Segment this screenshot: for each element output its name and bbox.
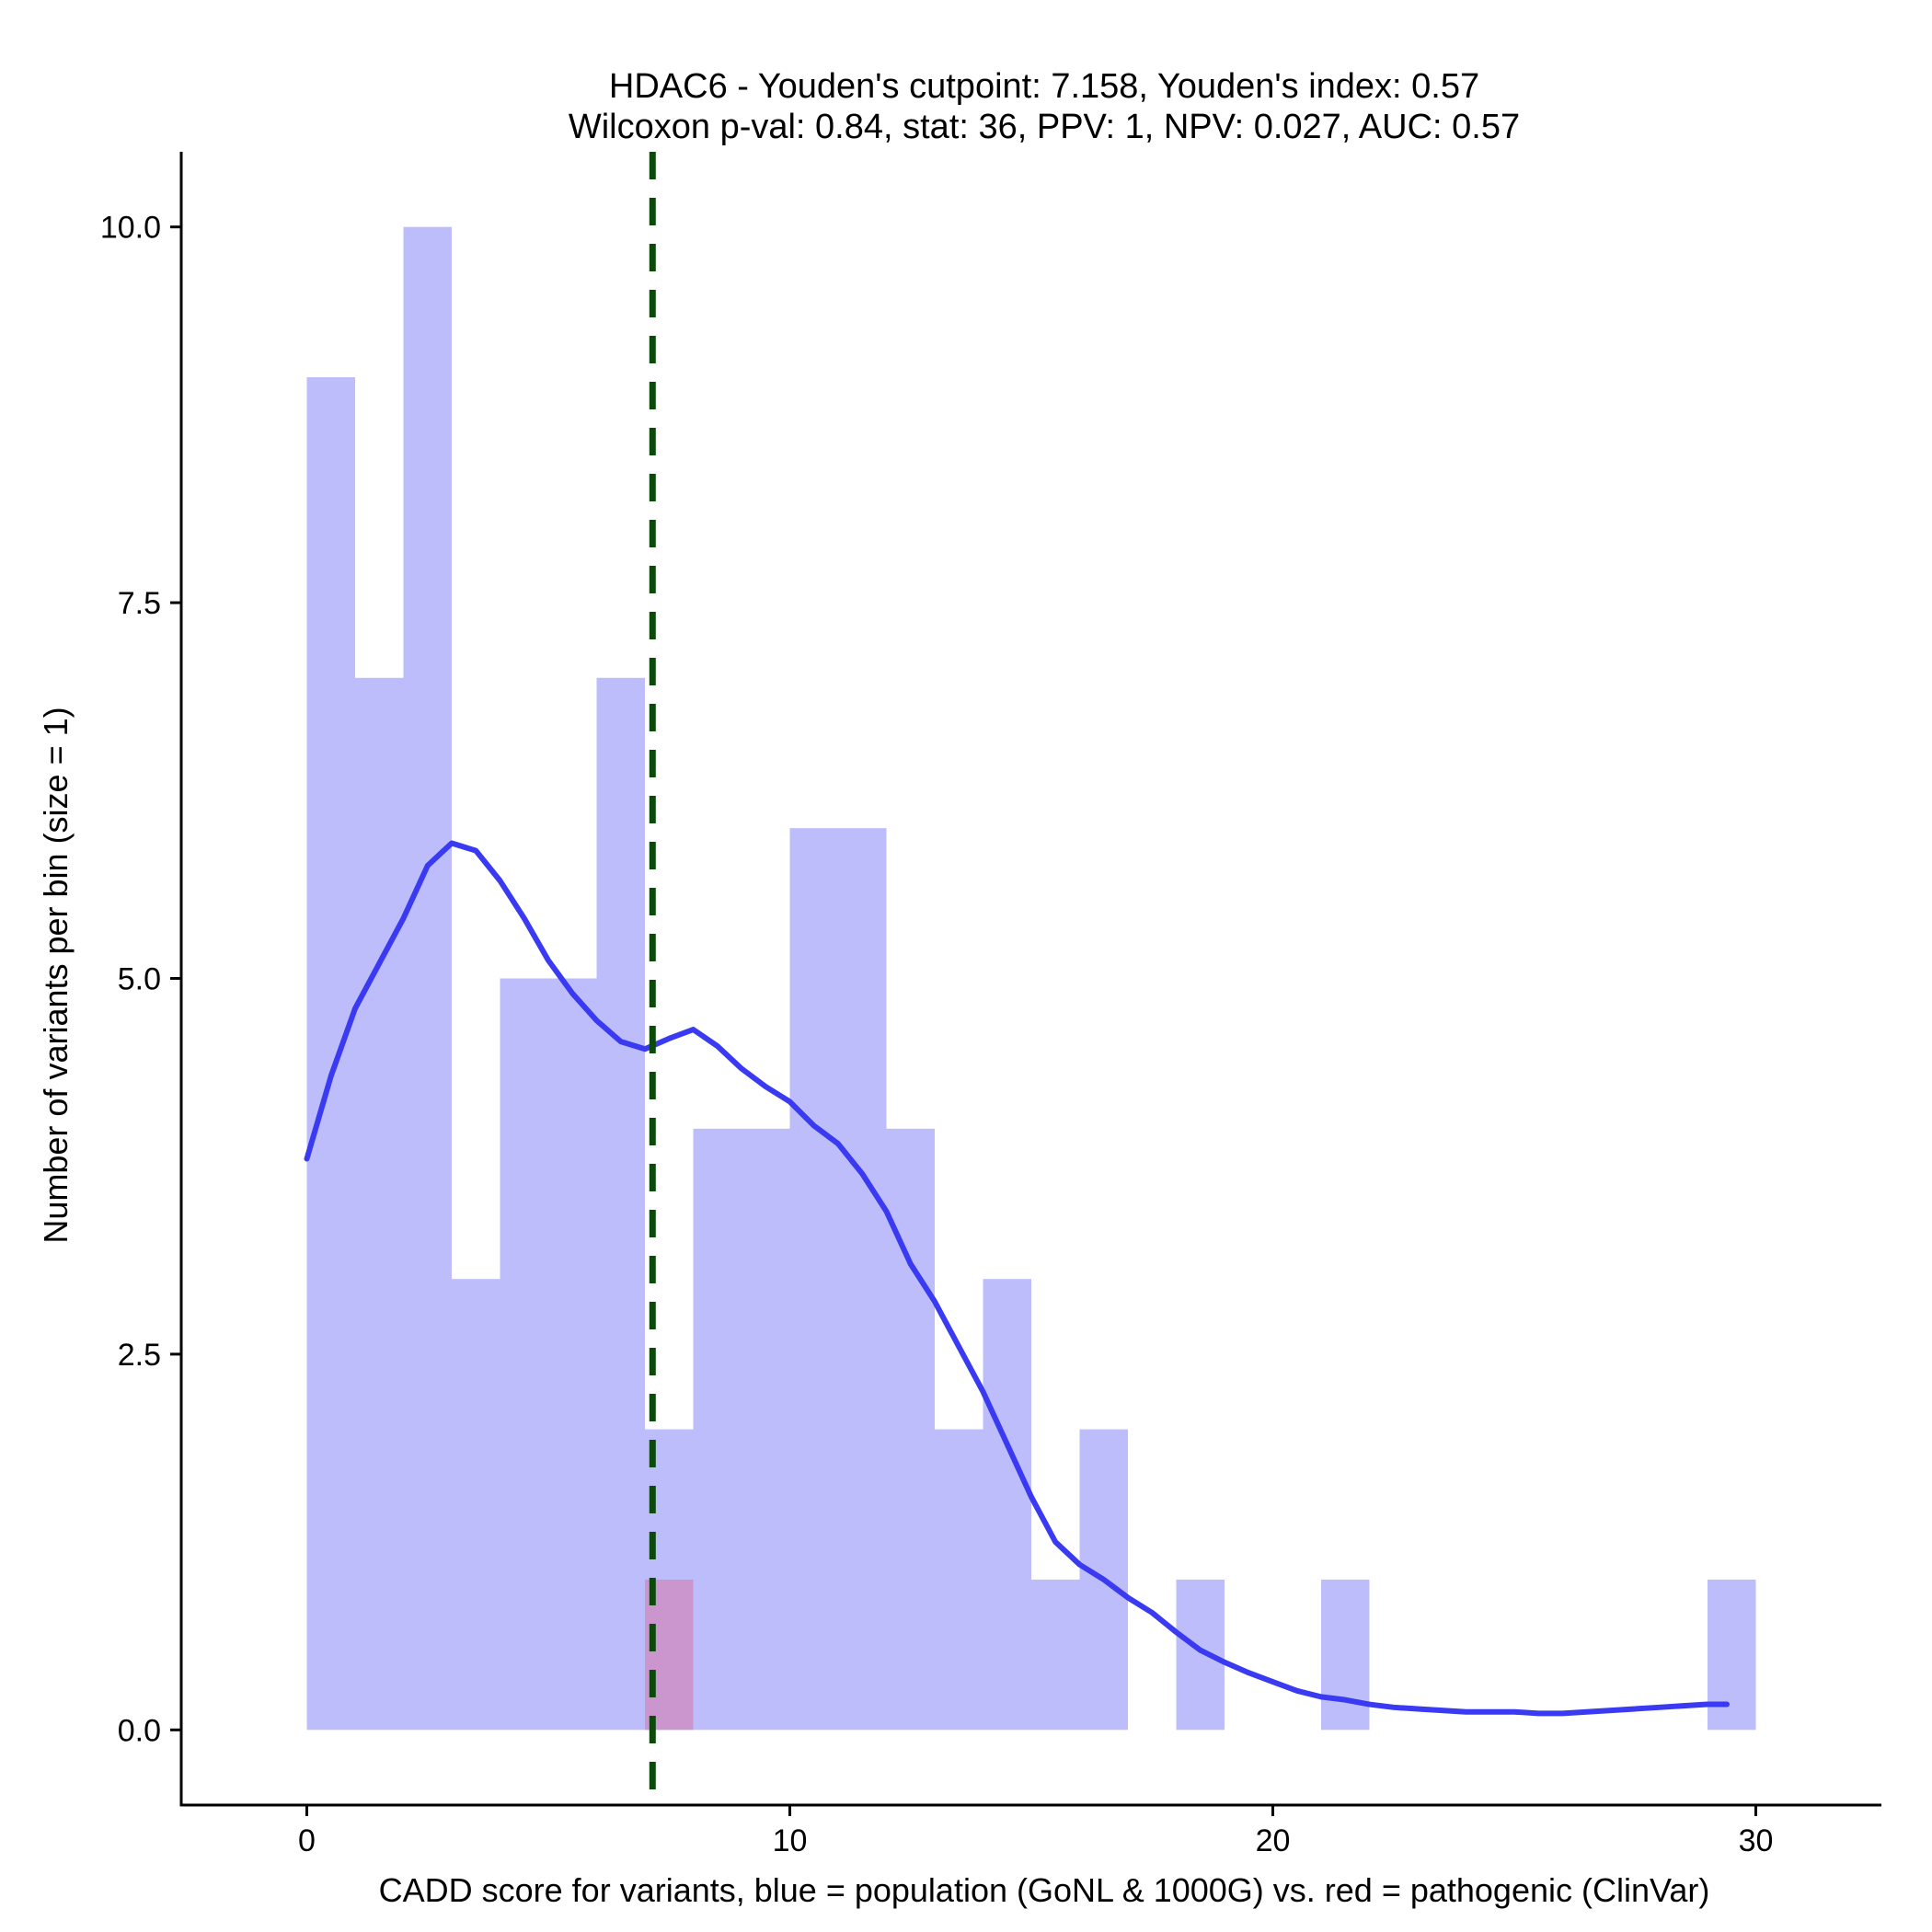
population-bar [742, 1128, 790, 1731]
population-bar [1321, 1579, 1370, 1731]
y-tick-label: 7.5 [118, 586, 161, 621]
x-axis-title: CADD score for variants, blue = populati… [379, 1871, 1710, 1909]
y-tick-label: 0.0 [118, 1713, 161, 1748]
population-bar [789, 828, 838, 1731]
population-bar [403, 226, 452, 1731]
y-tick-label: 5.0 [118, 962, 161, 997]
density-curve [304, 840, 1730, 1717]
y-axis-title: Number of variants per bin (size = 1) [37, 707, 75, 1243]
population-bar [548, 978, 597, 1731]
x-tick-label: 30 [1739, 1823, 1774, 1858]
population-bar [355, 677, 404, 1731]
chart-title-line1: HDAC6 - Youden's cutpoint: 7.158, Youden… [609, 67, 1479, 106]
density-layer [304, 840, 1730, 1717]
population-bar [983, 1279, 1031, 1731]
population-bar [935, 1429, 983, 1731]
y-tick-label: 2.5 [118, 1338, 161, 1373]
x-tick-label: 10 [773, 1823, 808, 1858]
population-bar [1176, 1579, 1225, 1731]
x-tick-label: 0 [298, 1823, 316, 1858]
population-bar [1031, 1579, 1080, 1731]
chart-text: HDAC6 - Youden's cutpoint: 7.158, Youden… [37, 67, 1709, 1909]
histogram-bars [306, 226, 1756, 1731]
y-tick-label: 10.0 [100, 211, 161, 246]
population-bar [693, 1128, 742, 1731]
population-bar [838, 828, 887, 1731]
chart-title-line2: Wilcoxon p-val: 0.84, stat: 36, PPV: 1, … [569, 108, 1520, 146]
x-tick-label: 20 [1256, 1823, 1291, 1858]
population-bar [306, 377, 355, 1731]
population-bar [1708, 1579, 1756, 1731]
population-bar [452, 1279, 500, 1731]
population-bar [596, 677, 645, 1731]
axes: 0.0 2.5 5.0 7.5 10.0 0 10 20 30 [100, 152, 1881, 1858]
population-bar [886, 1128, 935, 1731]
population-bar [500, 978, 548, 1731]
